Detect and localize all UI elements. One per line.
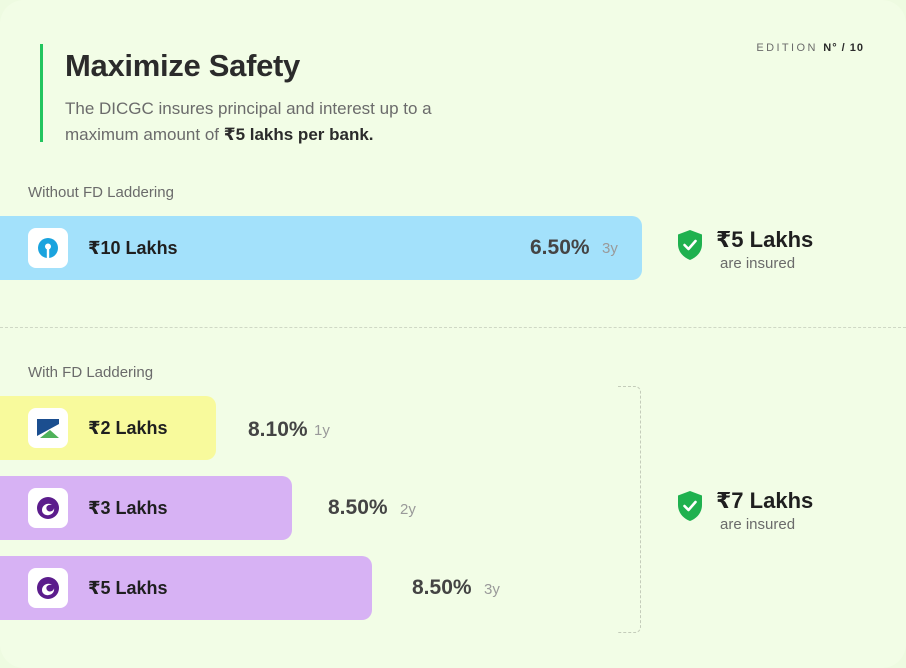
mountain-bank-icon xyxy=(28,408,68,448)
swirl-bank-icon xyxy=(28,488,68,528)
shield-check-icon xyxy=(678,491,702,521)
insured-amount: ₹5 Lakhs xyxy=(716,227,814,252)
fd-rate: 8.10% xyxy=(248,418,308,441)
fd-term: 1y xyxy=(314,422,330,439)
laddering-bracket xyxy=(618,386,641,633)
fd-amount: ₹2 Lakhs xyxy=(88,418,168,438)
without-laddering-label: Without FD Laddering xyxy=(28,184,174,201)
fd-rate: 6.50% xyxy=(530,236,590,259)
fd-rate: 8.50% xyxy=(328,496,388,519)
fd-amount: ₹10 Lakhs xyxy=(88,238,178,258)
with-laddering-label: With FD Laddering xyxy=(28,364,154,381)
fd-amount: ₹3 Lakhs xyxy=(88,498,168,518)
section-divider xyxy=(0,327,906,328)
fd-rate: 8.50% xyxy=(412,576,472,599)
header: Maximize Safety The DICGC insures princi… xyxy=(40,44,445,144)
edition-text: EDITION xyxy=(756,42,824,54)
subtitle-emphasis: ₹5 lakhs per bank. xyxy=(223,125,374,144)
insured-text: are insured xyxy=(720,255,796,272)
insured-text: are insured xyxy=(720,516,796,533)
subtitle-text: The DICGC insures principal and interest… xyxy=(65,99,432,144)
fd-term: 3y xyxy=(602,240,618,257)
swirl-bank-icon xyxy=(28,568,68,608)
fd-term: 2y xyxy=(400,501,416,518)
shield-check-icon xyxy=(678,230,702,260)
fd-amount: ₹5 Lakhs xyxy=(88,578,168,598)
sbi-icon xyxy=(28,228,68,268)
edition-label: EDITION N° / 10 xyxy=(756,42,864,54)
fd-bar-3-lakhs: ₹3 Lakhs xyxy=(0,476,292,540)
insured-amount: ₹7 Lakhs xyxy=(716,488,814,513)
page-subtitle: The DICGC insures principal and interest… xyxy=(65,96,445,148)
fd-term: 3y xyxy=(484,581,500,598)
fd-bar-5-lakhs: ₹5 Lakhs xyxy=(0,556,372,620)
edition-number: N° / 10 xyxy=(823,42,864,54)
fd-bar-10-lakhs: ₹10 Lakhs 6.50% 3y xyxy=(0,216,642,280)
fd-bar-2-lakhs: ₹2 Lakhs xyxy=(0,396,216,460)
page-title: Maximize Safety xyxy=(65,48,300,83)
